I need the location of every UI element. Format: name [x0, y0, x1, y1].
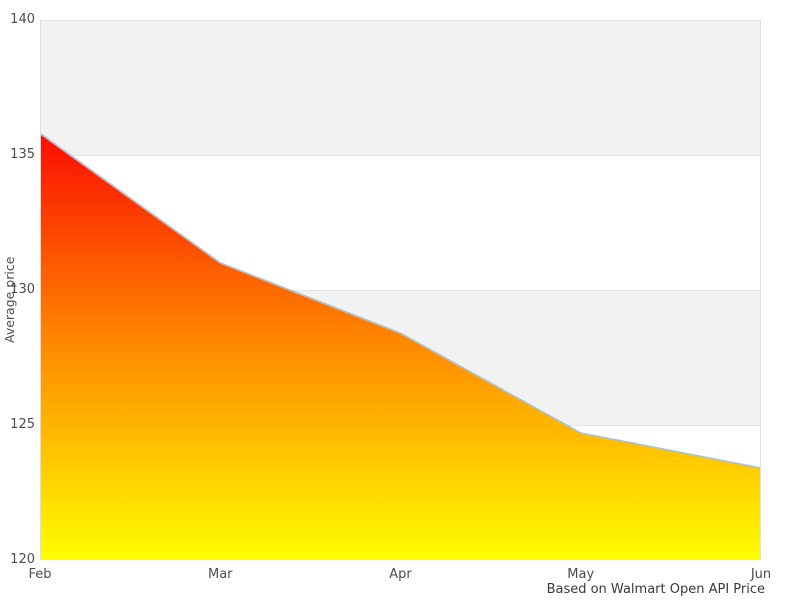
x-tick-label: Jun [750, 567, 772, 582]
y-tick-label: 125 [10, 417, 35, 432]
x-tick-label: Feb [28, 567, 52, 582]
y-tick-label: 140 [10, 12, 35, 27]
y-tick-label: 135 [10, 147, 35, 162]
area-fill [40, 133, 761, 560]
x-tick-label: May [567, 567, 595, 582]
y-tick-label: 130 [10, 282, 35, 297]
grid-band [40, 20, 761, 155]
plot-edge [760, 20, 761, 560]
x-tick-label: Mar [207, 567, 233, 582]
y-tick-label: 120 [10, 552, 35, 567]
plot-edge [40, 20, 41, 560]
plot-area [40, 20, 761, 560]
price-area-series [40, 132, 761, 560]
chart-caption: Based on Walmart Open API Price [546, 582, 765, 597]
x-tick-label: Apr [389, 567, 412, 582]
price-line [40, 132, 761, 470]
